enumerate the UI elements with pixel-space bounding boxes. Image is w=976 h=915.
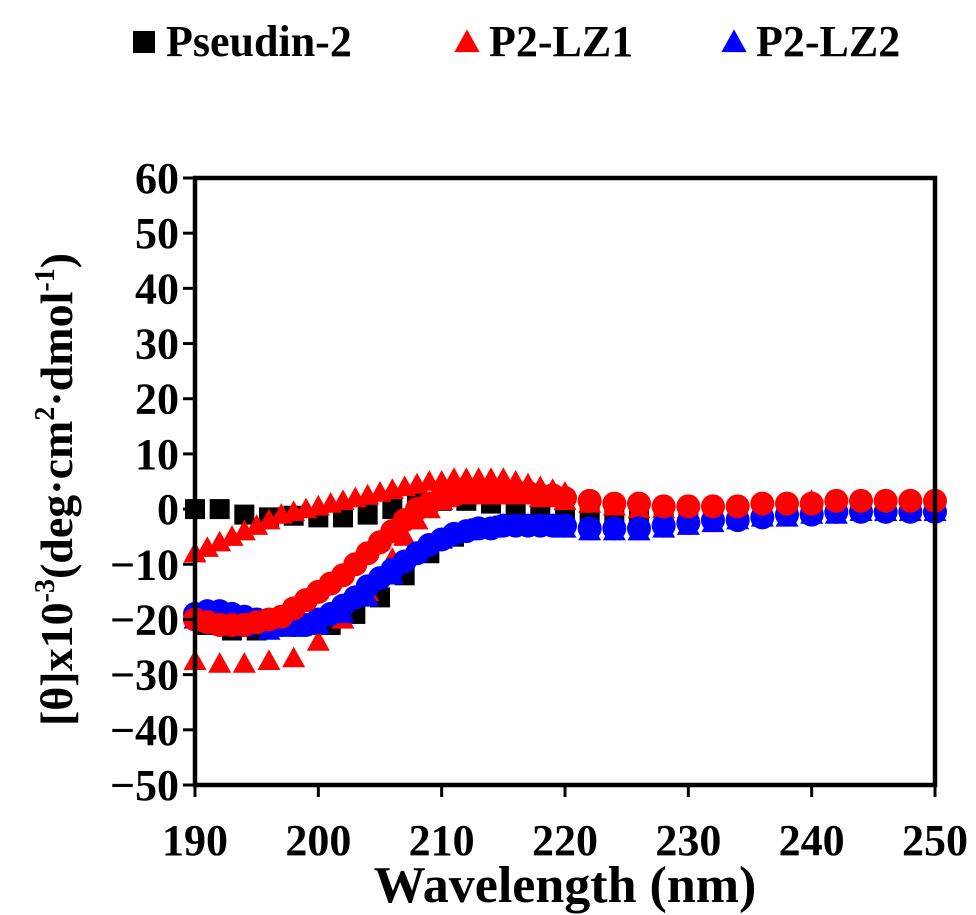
data-point	[602, 516, 627, 541]
data-point	[651, 494, 676, 519]
legend-label: P2-LZ1	[489, 17, 633, 66]
y-axis-label-suffix: )	[31, 253, 82, 268]
data-point	[195, 536, 219, 557]
data-point	[553, 486, 577, 511]
y-axis-label-middle: (deg·cm	[31, 421, 82, 579]
data-point	[282, 646, 306, 668]
y-tick-label: −50	[110, 761, 179, 810]
y-tick-label: −30	[110, 651, 179, 700]
y-tick-label: 40	[135, 264, 179, 313]
x-tick-label: 230	[655, 816, 721, 865]
data-marks	[183, 467, 947, 673]
legend-item: P2-LZ1	[454, 17, 633, 66]
y-axis-label-exponent-1: -3	[30, 579, 61, 602]
data-point	[232, 652, 256, 673]
y-tick-label: −20	[110, 595, 179, 644]
y-tick-label: −40	[110, 706, 179, 755]
x-tick-label: 190	[162, 816, 228, 865]
data-point	[676, 494, 701, 519]
y-tick-label: 10	[135, 430, 179, 479]
data-point	[553, 513, 577, 538]
x-tick-label: 210	[409, 816, 475, 865]
y-tick-label: 30	[135, 320, 179, 369]
legend: Pseudin-2 P2-LZ1 P2-LZ2	[133, 17, 900, 66]
legend-triangle-marker	[721, 29, 747, 53]
data-point	[873, 488, 898, 513]
series-6	[183, 480, 947, 637]
y-tick-label: 50	[135, 209, 179, 258]
data-point	[775, 491, 799, 516]
y-tick-label: 0	[157, 485, 179, 534]
legend-label: Pseudin-2	[166, 17, 352, 66]
data-point	[651, 513, 676, 538]
data-point	[701, 494, 725, 519]
data-point	[849, 488, 873, 513]
legend-item: Pseudin-2	[133, 17, 352, 66]
data-point	[577, 516, 602, 541]
data-point	[602, 491, 627, 516]
x-tick-label: 240	[779, 816, 845, 865]
legend-label: P2-LZ2	[756, 17, 900, 66]
y-axis-label: [θ]x10-3(deg·cm2·dmol-1)	[30, 253, 82, 726]
data-point	[627, 516, 651, 541]
legend-square-marker	[133, 31, 155, 53]
data-point	[232, 519, 256, 541]
data-point	[357, 504, 378, 525]
x-axis-label: Wavelength (nm)	[374, 857, 757, 914]
x-axis-ticks: 190 200 210 220 230 240 250	[162, 785, 968, 865]
y-tick-label: −10	[110, 540, 179, 589]
x-tick-label: 220	[532, 816, 598, 865]
data-point	[257, 508, 281, 530]
y-axis-label-prefix: [θ]x10	[31, 602, 82, 726]
data-point	[257, 649, 281, 671]
data-point	[627, 491, 651, 516]
y-axis-label-middle-2: ·dmol	[31, 292, 82, 407]
y-tick-label: 60	[135, 154, 179, 203]
data-point	[220, 525, 244, 546]
y-axis-ticks: −50 −40 −30 −20 −10 0 10 20 30 40 50 60	[110, 154, 195, 810]
x-tick-label: 200	[285, 816, 351, 865]
data-point	[234, 504, 255, 525]
data-point	[208, 530, 232, 552]
legend-item: P2-LZ2	[721, 17, 900, 66]
y-axis-label-exponent-2: 2	[30, 407, 61, 421]
data-point	[245, 514, 269, 535]
data-point	[750, 491, 775, 516]
data-point	[676, 510, 701, 535]
y-tick-label: 20	[135, 375, 179, 424]
data-point	[306, 630, 330, 651]
data-point	[208, 652, 232, 673]
data-point	[725, 494, 750, 519]
data-point	[824, 488, 849, 513]
y-axis-label-exponent-3: -1	[30, 268, 61, 291]
legend-triangle-marker	[454, 29, 480, 53]
data-point	[577, 488, 602, 513]
data-point	[799, 491, 824, 516]
x-tick-label: 250	[902, 816, 968, 865]
data-point	[209, 499, 230, 520]
data-point	[898, 488, 923, 513]
